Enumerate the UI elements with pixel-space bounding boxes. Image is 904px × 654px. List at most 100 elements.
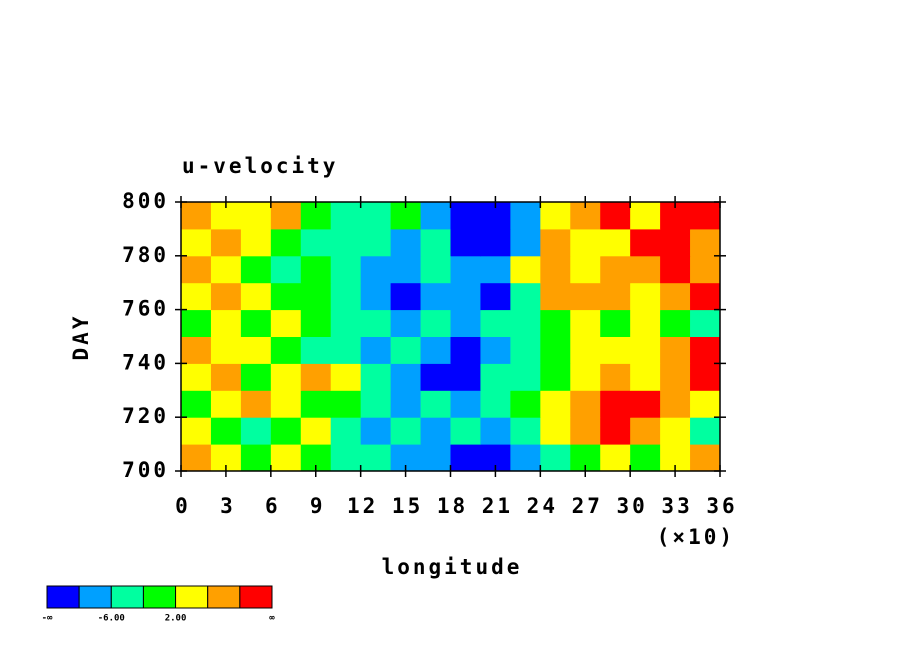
heat-cell bbox=[690, 309, 721, 337]
heat-cell bbox=[210, 255, 242, 284]
heat-cell bbox=[480, 228, 511, 257]
heat-cell bbox=[660, 363, 691, 391]
heat-cell bbox=[270, 444, 302, 472]
y-tick-label: 800 bbox=[122, 189, 169, 213]
heat-cell bbox=[540, 228, 571, 257]
heat-cell bbox=[540, 202, 571, 230]
heat-cell bbox=[480, 336, 511, 364]
heat-cell bbox=[630, 336, 661, 364]
heat-cell bbox=[660, 390, 691, 418]
colorbar-label: 2.00 bbox=[165, 614, 187, 624]
heat-cell bbox=[360, 282, 392, 311]
heat-cell bbox=[480, 309, 511, 337]
x-scale-label: (×10) bbox=[657, 525, 735, 549]
heat-cell bbox=[450, 444, 481, 472]
heat-cell bbox=[181, 336, 212, 364]
heat-cell bbox=[600, 228, 631, 257]
colorbar-label: -6.00 bbox=[98, 614, 125, 624]
heat-cell bbox=[630, 309, 661, 337]
x-tick-label: 30 bbox=[617, 494, 648, 518]
heat-cell bbox=[600, 417, 631, 445]
heat-cell bbox=[270, 417, 302, 445]
heat-cell bbox=[690, 336, 721, 364]
heat-cell bbox=[270, 255, 302, 284]
heat-cell bbox=[510, 309, 541, 337]
heat-cell bbox=[270, 390, 302, 418]
heat-cell bbox=[510, 202, 541, 230]
heat-cell bbox=[300, 417, 332, 445]
heat-cell bbox=[240, 444, 272, 472]
heat-cell bbox=[450, 202, 481, 230]
heat-cell bbox=[300, 255, 332, 284]
heat-cell bbox=[420, 228, 451, 257]
heat-cell bbox=[450, 417, 481, 445]
heat-cell bbox=[420, 363, 451, 391]
heat-cell bbox=[360, 309, 392, 337]
x-tick-label: 0 bbox=[175, 494, 191, 518]
heat-cell bbox=[660, 336, 691, 364]
heat-cell bbox=[630, 417, 661, 445]
heat-cell bbox=[450, 309, 481, 337]
heat-cell bbox=[210, 417, 242, 445]
heat-cell bbox=[570, 309, 601, 337]
heat-cell bbox=[600, 282, 631, 311]
heat-cell bbox=[181, 228, 212, 257]
heat-cell bbox=[420, 336, 451, 364]
y-tick-label: 760 bbox=[122, 297, 169, 321]
heat-cell bbox=[570, 282, 601, 311]
x-tick-label: 36 bbox=[706, 494, 737, 518]
heat-cell bbox=[330, 390, 362, 418]
heat-cell bbox=[240, 363, 272, 391]
heat-cell bbox=[360, 202, 392, 230]
x-tick-label: 15 bbox=[392, 494, 423, 518]
heat-cell bbox=[690, 202, 721, 230]
heat-cell bbox=[450, 282, 481, 311]
heat-cell bbox=[181, 309, 212, 337]
heat-cell bbox=[660, 282, 691, 311]
heat-cell bbox=[210, 228, 242, 257]
heat-cell bbox=[480, 255, 511, 284]
y-tick-label: 720 bbox=[122, 404, 169, 428]
colorbar-box bbox=[175, 585, 209, 609]
heat-cell bbox=[360, 228, 392, 257]
heat-cell bbox=[600, 390, 631, 418]
heat-cell bbox=[510, 228, 541, 257]
heat-cell bbox=[600, 255, 631, 284]
heat-cell bbox=[330, 336, 362, 364]
heat-cell bbox=[300, 228, 332, 257]
x-tick-label: 3 bbox=[220, 494, 236, 518]
heat-cell bbox=[570, 363, 601, 391]
heat-cell bbox=[630, 255, 661, 284]
heat-cell bbox=[181, 363, 212, 391]
heat-cell bbox=[240, 309, 272, 337]
heat-cell bbox=[540, 390, 571, 418]
heat-cell bbox=[210, 363, 242, 391]
heat-cell bbox=[480, 417, 511, 445]
heat-cell bbox=[300, 363, 332, 391]
colorbar-box bbox=[110, 585, 144, 609]
heat-cell bbox=[330, 228, 362, 257]
heat-cell bbox=[570, 417, 601, 445]
heat-cell bbox=[181, 417, 212, 445]
heat-cell bbox=[570, 390, 601, 418]
heat-cell bbox=[300, 390, 332, 418]
heat-cell bbox=[570, 255, 601, 284]
x-tick-label: 33 bbox=[661, 494, 692, 518]
colorbar-end-label: ∞ bbox=[269, 614, 275, 624]
heat-cell bbox=[630, 444, 661, 472]
heat-cell bbox=[210, 336, 242, 364]
heat-cell bbox=[510, 363, 541, 391]
heat-cell bbox=[540, 255, 571, 284]
heat-cell bbox=[540, 444, 571, 472]
heat-cell bbox=[270, 336, 302, 364]
heat-cell bbox=[390, 417, 422, 445]
heat-cell bbox=[540, 309, 571, 337]
heat-cell bbox=[390, 309, 422, 337]
heat-cell bbox=[270, 202, 302, 230]
heat-cell bbox=[210, 309, 242, 337]
heat-cell bbox=[360, 444, 392, 472]
heat-cell bbox=[450, 390, 481, 418]
colorbar-box bbox=[142, 585, 177, 609]
